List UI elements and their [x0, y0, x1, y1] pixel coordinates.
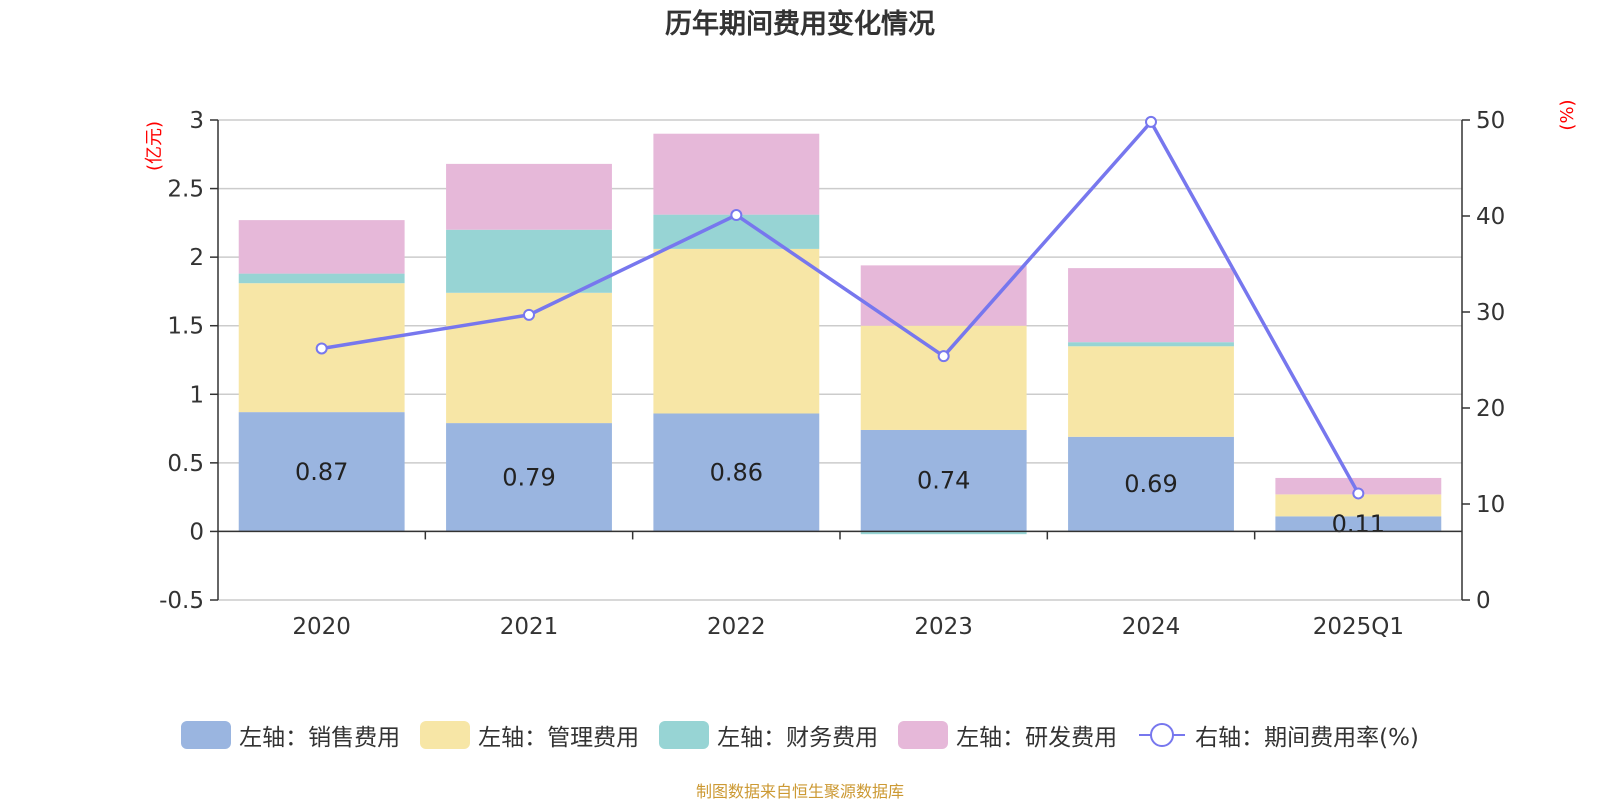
- x-axis-category-label: 2023: [914, 614, 973, 640]
- legend-label-rd: 左轴：研发费用: [956, 725, 1118, 751]
- legend-swatch-rd: [898, 721, 949, 749]
- bar-sales: [446, 423, 612, 532]
- left-axis-tick-label: 2.5: [167, 177, 204, 203]
- x-axis-category-label: 2024: [1122, 614, 1181, 640]
- bar-finance: [238, 273, 405, 284]
- legend-item-sales[interactable]: 左轴：销售费用: [181, 718, 400, 752]
- legend-item-rate[interactable]: 右轴：期间费用率(%): [1137, 718, 1419, 752]
- bar-sales: [1068, 436, 1234, 532]
- rate-point: [730, 209, 743, 222]
- x-axis-category-label: 2022: [707, 614, 766, 640]
- right-axis-unit-label: (%): [1557, 99, 1578, 130]
- left-axis-unit-label: (亿元): [144, 121, 165, 171]
- bar-data-label: 0.74: [917, 467, 970, 495]
- bar-data-label: 0.11: [1332, 510, 1385, 538]
- bar-data-label: 0.86: [710, 458, 763, 486]
- bar-admin: [653, 248, 820, 414]
- bar-admin: [1275, 494, 1442, 517]
- rate-point: [937, 350, 950, 363]
- bar-data-label: 0.69: [1124, 470, 1177, 498]
- legend-label-rate: 右轴：期间费用率(%): [1195, 725, 1419, 751]
- bar-rd: [446, 163, 612, 230]
- bar-admin: [1068, 346, 1234, 437]
- bar-rd: [653, 133, 820, 215]
- bar-sales: [238, 412, 405, 532]
- rate-point: [315, 342, 328, 355]
- right-axis-tick-label: 40: [1476, 204, 1505, 230]
- x-axis-category-label: 2020: [292, 614, 351, 640]
- legend-item-rd[interactable]: 左轴：研发费用: [898, 718, 1117, 752]
- left-axis-tick-label: -0.5: [159, 588, 204, 614]
- bar-admin: [860, 325, 1027, 430]
- legend-swatch-admin: [420, 721, 471, 749]
- bar-data-label: 0.87: [295, 458, 348, 486]
- right-axis-tick-label: 20: [1476, 396, 1505, 422]
- rate-line: [321, 118, 1360, 495]
- bar-sales: [1275, 516, 1442, 532]
- left-axis-tick-label: 1: [189, 382, 204, 408]
- bar-sales: [860, 429, 1027, 532]
- x-axis-category-label: 2021: [500, 614, 559, 640]
- legend-label-admin: 左轴：管理费用: [478, 725, 640, 751]
- bar-rd: [1275, 477, 1442, 495]
- left-axis-tick-label: 0.5: [167, 451, 204, 477]
- bar-finance: [1068, 342, 1234, 347]
- bar-finance: [446, 229, 612, 293]
- legend-item-finance[interactable]: 左轴：财务费用: [659, 718, 878, 752]
- right-axis-tick-label: 50: [1476, 108, 1505, 134]
- legend-swatch-finance: [659, 721, 710, 749]
- left-axis-tick-label: 3: [189, 108, 204, 134]
- right-axis-tick-label: 30: [1476, 300, 1505, 326]
- rate-point: [1145, 115, 1157, 128]
- bar-rd: [238, 220, 405, 274]
- legend-swatch-rate: [1139, 723, 1186, 747]
- data-source-note: 制图数据来自恒生聚源数据库: [695, 782, 904, 801]
- chart-legend: 左轴：销售费用 左轴：管理费用 左轴：财务费用 左轴：研发费用 右轴：期间费用率…: [0, 718, 1600, 752]
- left-axis-tick-label: 2: [189, 245, 204, 271]
- rate-point: [1352, 487, 1365, 500]
- bar-rd: [1068, 268, 1234, 343]
- legend-item-admin[interactable]: 左轴：管理费用: [420, 718, 639, 752]
- legend-label-sales: 左轴：销售费用: [239, 725, 401, 751]
- legend-swatch-sales: [181, 721, 232, 749]
- x-axis-category-label: 2025Q1: [1313, 614, 1404, 640]
- legend-label-finance: 左轴：财务费用: [717, 725, 879, 751]
- right-axis-tick-label: 10: [1476, 492, 1505, 518]
- chart-title: 历年期间费用变化情况: [665, 9, 935, 40]
- rate-point: [523, 308, 535, 321]
- bar-finance: [860, 531, 1027, 535]
- bar-data-label: 0.79: [502, 463, 555, 491]
- left-axis-tick-label: 1.5: [167, 314, 204, 340]
- left-axis-tick-label: 0: [189, 519, 204, 545]
- bar-sales: [653, 413, 820, 532]
- right-axis-tick-label: 0: [1476, 588, 1491, 614]
